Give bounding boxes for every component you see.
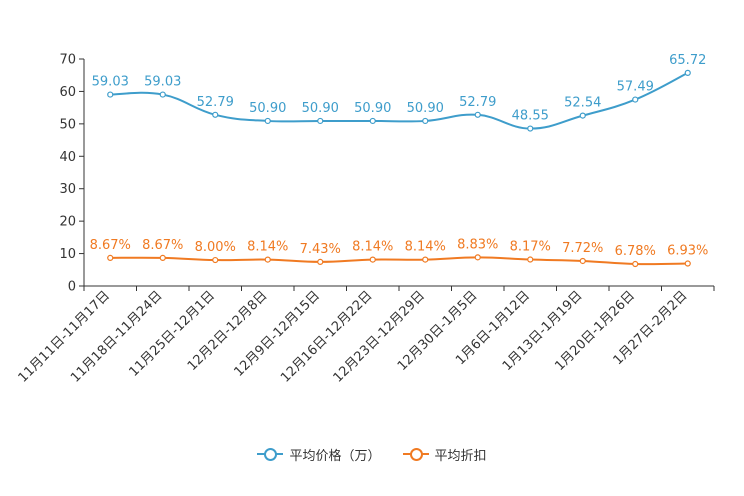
x-tick-label: 11月11日-11月17日 xyxy=(16,288,113,385)
data-label: 8.14% xyxy=(352,240,393,255)
legend-item-price[interactable]: 平均价格（万） xyxy=(257,445,381,464)
series-line xyxy=(110,71,689,130)
x-tick-label: 11月18日-11月24日 xyxy=(68,288,165,385)
data-point xyxy=(159,254,166,261)
data-point xyxy=(474,254,481,261)
y-tick-label: 10 xyxy=(59,247,76,262)
data-label: 50.90 xyxy=(302,101,339,116)
data-label: 8.14% xyxy=(405,240,446,255)
data-point xyxy=(159,91,166,98)
legend-price-marker-icon xyxy=(257,447,284,461)
data-point xyxy=(579,257,586,265)
series-1: 8.67% 8.67% 8.00% 8.14% 7.43% 8.14% 8.14% 8.83%… xyxy=(90,237,708,268)
data-label: 7.43% xyxy=(300,242,341,257)
data-label: 8.17% xyxy=(510,240,551,255)
data-label: 6.78% xyxy=(615,244,656,259)
data-point xyxy=(317,117,324,125)
data-label: 52.79 xyxy=(459,95,496,110)
legend-price-label: 平均价格（万） xyxy=(289,448,381,464)
data-label: 8.67% xyxy=(90,238,131,253)
data-label: 52.54 xyxy=(564,96,601,111)
y-tick-label: 0 xyxy=(68,280,76,295)
data-label: 65.72 xyxy=(669,53,706,68)
data-point xyxy=(369,117,376,125)
data-point xyxy=(264,117,271,125)
data-point xyxy=(317,258,324,266)
data-point xyxy=(684,69,691,76)
data-point xyxy=(264,256,271,263)
data-point xyxy=(474,111,481,118)
y-tick-label: 70 xyxy=(59,53,76,68)
data-label: 8.00% xyxy=(195,240,236,255)
y-tick-label: 60 xyxy=(59,85,76,100)
data-point xyxy=(369,256,376,263)
data-label: 8.14% xyxy=(247,240,288,255)
data-label: 50.90 xyxy=(354,101,391,116)
x-tick-label: 12月16日-12月22日 xyxy=(278,288,375,385)
data-label: 50.90 xyxy=(407,101,444,116)
data-label: 57.49 xyxy=(617,80,654,95)
data-label: 8.83% xyxy=(457,237,498,252)
data-point xyxy=(422,256,429,263)
data-label: 50.90 xyxy=(249,101,286,116)
legend-discount-label: 平均折扣 xyxy=(434,448,487,464)
data-point xyxy=(684,260,691,267)
data-label: 59.03 xyxy=(92,75,129,90)
data-label: 6.93% xyxy=(667,244,708,259)
data-point xyxy=(527,256,534,263)
data-point xyxy=(107,91,114,98)
data-label: 8.67% xyxy=(142,238,183,253)
series-line xyxy=(110,256,688,266)
data-label: 52.79 xyxy=(197,95,234,110)
series-0: 59.03 59.03 52.79 50.90 50.90 50.90 50.90 52.79… xyxy=(92,53,706,132)
data-point xyxy=(632,96,639,103)
legend-item-discount[interactable]: 平均折扣 xyxy=(402,445,487,464)
data-point xyxy=(632,260,639,268)
data-point xyxy=(579,112,586,119)
data-label: 7.72% xyxy=(562,241,603,256)
y-tick-label: 30 xyxy=(59,182,76,197)
data-point xyxy=(212,256,219,264)
y-tick-label: 40 xyxy=(59,150,76,165)
data-point xyxy=(422,117,429,125)
x-tick-label: 12月23日-12月29日 xyxy=(331,288,428,385)
data-point xyxy=(107,254,114,261)
y-tick-label: 20 xyxy=(59,215,76,230)
data-point xyxy=(527,125,534,132)
legend-discount-marker-icon xyxy=(402,447,429,461)
data-label: 59.03 xyxy=(144,75,181,90)
y-tick-label: 50 xyxy=(59,117,76,132)
legend: 平均价格（万） 平均折扣 xyxy=(0,444,744,464)
data-label: 48.55 xyxy=(512,109,549,124)
data-point xyxy=(212,111,219,118)
series-layer: 59.03 59.03 52.79 50.90 50.90 50.90 50.90 52.79… xyxy=(90,53,708,268)
